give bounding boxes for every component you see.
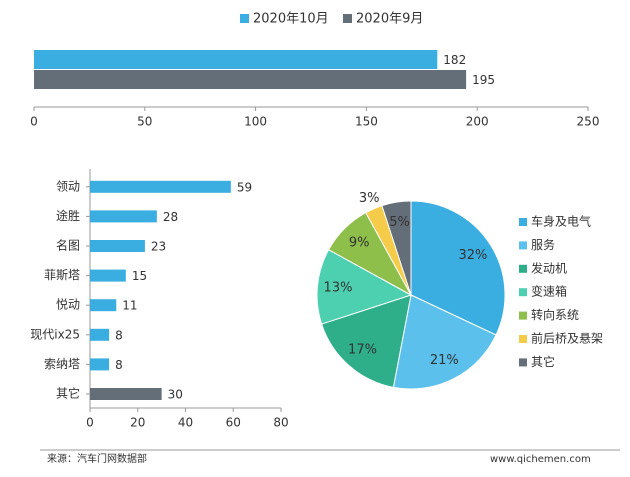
slice-label: 9% [349,236,370,251]
legend-swatch [519,335,527,343]
y-tick-label: 其它 [56,386,80,401]
bar [90,328,110,341]
legend-swatch [519,358,527,367]
x-tick-label: 20 [130,416,145,430]
value-label: 8 [115,358,123,372]
source-note: 来源：汽车门网数据部 [47,452,147,465]
value-label: 59 [237,180,252,194]
slice-label: 17% [348,342,377,357]
legend-label: 其它 [531,354,555,369]
value-label: 23 [151,240,166,254]
y-tick-label: 领动 [56,179,80,193]
legend-swatch [519,288,527,297]
y-tick-label: 名图 [56,238,80,253]
y-tick-label: 现代ix25 [30,327,80,341]
x-tick-label: 0 [30,115,38,129]
x-tick-label: 250 [577,115,600,129]
y-tick-label: 菲斯塔 [44,268,80,282]
website: www.qichemen.com [490,454,591,465]
x-tick-label: 80 [273,416,288,430]
y-tick-label: 途胜 [56,208,80,223]
value-label: 15 [132,269,147,283]
legend-label: 2020年10月 [253,12,329,27]
bar [90,388,162,400]
legend-swatch [519,218,527,226]
value-label: 8 [115,328,123,342]
pie-slice [410,200,506,336]
x-tick-label: 40 [178,416,193,430]
slice-label: 5% [389,215,410,230]
legend-label: 转向系统 [531,307,579,322]
pie-slice [316,249,413,325]
legend-swatch [519,264,527,273]
legend-label: 车身及电气 [531,214,591,229]
value-label: 11 [122,299,137,313]
x-tick-label: 200 [466,115,489,129]
bar [90,240,145,252]
value-label: 195 [472,73,495,87]
legend-label: 发动机 [531,260,567,275]
bar [34,50,438,69]
bar [90,210,157,223]
pie-slice [320,294,412,388]
bar [90,299,117,312]
legend-label: 服务 [531,237,555,252]
x-tick-label: 60 [226,416,241,430]
slice-label: 3% [359,191,380,206]
bar [90,269,126,282]
bar [90,180,231,193]
y-tick-label: 悦动 [56,298,80,312]
value-label: 30 [168,388,183,402]
legend-label: 变速箱 [531,284,567,299]
pie-slice [392,294,497,390]
bar [90,358,110,371]
x-tick-label: 150 [355,115,378,129]
pie-slice [381,200,412,296]
legend-swatch [519,241,527,250]
value-label: 28 [163,210,178,224]
legend-label: 2020年9月 [356,12,423,27]
slice-label: 13% [324,281,353,296]
y-tick-label: 索纳塔 [44,357,80,371]
legend-swatch [240,14,249,23]
bar [34,70,467,89]
legend-label: 前后桥及悬架 [531,331,603,346]
slice-label: 21% [430,353,459,368]
legend-swatch [519,311,527,320]
x-tick-label: 0 [86,416,94,430]
value-label: 182 [443,53,466,67]
x-tick-label: 100 [244,115,267,129]
slice-label: 32% [458,248,487,263]
x-tick-label: 50 [137,115,152,129]
legend-swatch [343,14,352,23]
